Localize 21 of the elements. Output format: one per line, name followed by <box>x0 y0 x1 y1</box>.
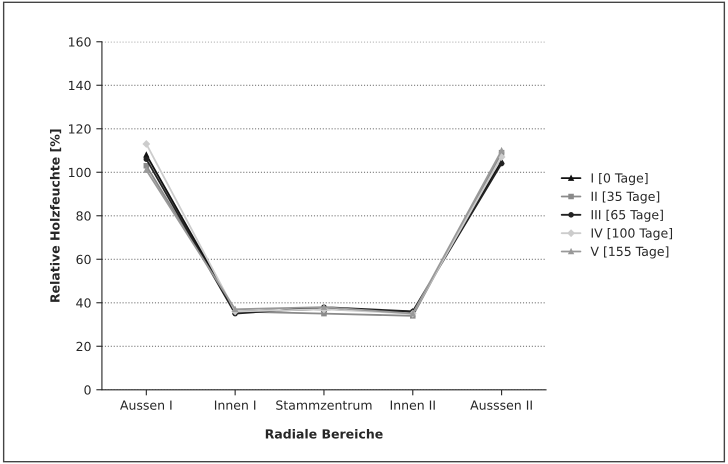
y-tick-label: 80 <box>76 211 91 221</box>
x-tick-label: Ausssen II <box>470 400 532 410</box>
y-axis-title: Relative Holzfeuchte [%] <box>50 130 62 302</box>
legend-label: III [65 Tage] <box>592 210 663 222</box>
y-tick-label: 20 <box>76 342 91 352</box>
x-tick-label: Aussen I <box>120 400 172 410</box>
y-tick-label: 120 <box>69 124 91 134</box>
y-tick-label: 0 <box>84 385 91 395</box>
legend-label: II [35 Tage] <box>592 191 660 204</box>
legend-label: I [0 Tage] <box>592 173 648 186</box>
y-tick-label: 140 <box>69 80 91 90</box>
y-tick-label: 60 <box>76 254 91 264</box>
y-tick-label: 40 <box>76 298 91 308</box>
legend-label: IV [100 Tage] <box>592 228 672 240</box>
x-tick-label: Innen I <box>214 400 256 410</box>
x-tick-label: Stammzentrum <box>276 400 372 410</box>
y-tick-label: 100 <box>69 168 91 178</box>
y-tick-label: 160 <box>69 37 91 47</box>
x-axis-title: Radiale Bereiche <box>266 428 383 439</box>
x-tick-label: Innen II <box>390 400 435 410</box>
legend-label: V [155 Tage] <box>590 246 668 259</box>
